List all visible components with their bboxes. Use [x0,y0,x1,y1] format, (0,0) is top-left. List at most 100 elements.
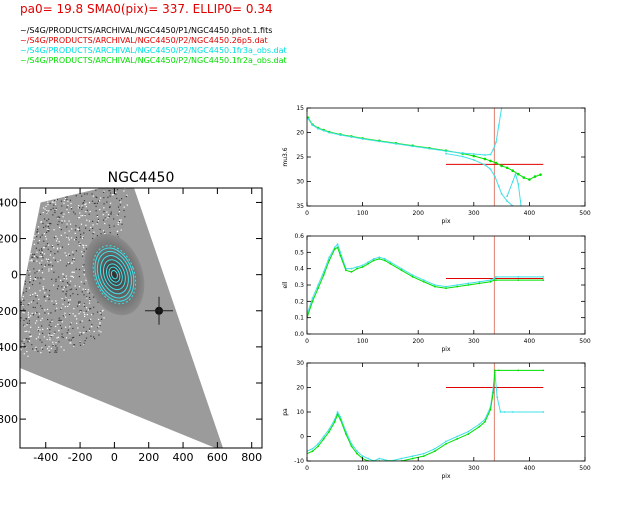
image-noise-pixel [62,280,64,283]
image-noise-pixel [78,286,81,288]
image-noise-pixel [14,356,15,357]
image-noise-pixel [120,229,122,231]
image-noise-pixel [77,217,80,219]
image-noise-pixel [53,247,55,249]
image-noise-pixel [82,253,84,256]
image-noise-pixel [28,338,30,340]
image-noise-pixel [67,204,69,207]
image-noise-pixel [100,313,102,316]
series-point-green [467,433,470,435]
image-noise-pixel [82,206,84,208]
image-noise-pixel [36,294,38,297]
image-noise-pixel [99,197,102,199]
image-noise-pixel [57,216,60,218]
image-noise-pixel [123,209,125,212]
image-noise-pixel [26,322,28,324]
image-noise-pixel [28,340,31,342]
series-point-cyan [356,266,358,268]
image-noise-pixel [22,311,24,313]
image-noise-pixel [45,300,47,302]
image-ytick-label: 400 [0,341,18,354]
image-noise-pixel [83,342,85,344]
series-point-green [311,450,314,453]
image-noise-pixel [79,331,81,333]
image-noise-pixel [93,336,95,338]
image-noise-pixel [117,221,119,224]
series-point-green [328,430,331,433]
image-noise-pixel [58,317,60,319]
series-point-cyan [461,152,464,154]
image-noise-pixel [42,257,44,259]
image-noise-pixel [80,215,82,217]
image-noise-pixel [36,260,38,262]
image-noise-pixel [47,313,50,315]
series-point-cyan [339,416,342,418]
image-noise-pixel [88,292,91,294]
image-noise-pixel [38,269,40,271]
isophote-ellipse [106,263,123,286]
panel-xtick-label: 300 [468,465,480,472]
image-noise-pixel [71,262,73,264]
image-noise-pixel [96,223,98,225]
image-noise-pixel [31,259,33,261]
image-noise-pixel [83,326,85,328]
series-point-cyan [495,275,497,278]
image-noise-pixel [58,216,61,218]
series-line-green [307,369,544,461]
image-frame [19,187,263,449]
image-noise-pixel [82,237,85,239]
series-point-cyan [494,175,496,178]
image-noise-pixel [93,202,95,205]
image-noise-pixel [43,246,45,249]
panel-ytick-label: 20 [296,130,304,137]
image-noise-pixel [41,325,43,327]
series-point-cyan [478,280,481,283]
image-noise-pixel [65,337,68,339]
image-noise-pixel [68,263,71,265]
image-noise-pixel [41,249,43,251]
image-noise-pixel [81,320,83,322]
isophote-ellipse [94,247,135,302]
image-noise-pixel [69,254,71,256]
series-point-cyan [467,430,470,433]
series-line-cyan [307,372,544,461]
image-noise-pixel [48,294,50,296]
image-noise-pixel [63,349,65,351]
image-noise-pixel [64,306,66,308]
image-noise-pixel [37,329,39,331]
image-noise-pixel [109,192,112,194]
series-point-cyan [517,275,520,278]
image-noise-pixel [27,304,29,306]
image-noise-pixel [34,235,36,237]
image-noise-pixel [88,296,91,299]
image-noise-pixel [109,206,111,208]
image-noise-pixel [67,329,69,331]
image-noise-pixel [102,219,105,221]
file-label-26p5: ~/S4G/PRODUCTS/ARCHIVAL/NGC4450/P2/NGC44… [20,36,268,45]
series-point-green [489,280,492,283]
image-noise-pixel [99,208,101,211]
image-noise-pixel [30,326,32,328]
image-noise-pixel [86,297,88,299]
image-noise-pixel [84,313,86,316]
image-noise-pixel [90,335,92,337]
image-noise-pixel [34,349,36,351]
image-noise-pixel [93,231,95,233]
image-noise-pixel [88,330,90,332]
image-noise-pixel [34,306,36,309]
image-noise-pixel [56,307,58,309]
image-noise-pixel [34,322,37,324]
image-noise-pixel [85,206,87,208]
image-noise-pixel [38,333,41,335]
image-noise-pixel [41,347,43,349]
image-noise-pixel [35,348,38,350]
image-noise-pixel [43,253,46,255]
image-noise-pixel [71,262,73,265]
image-noise-pixel [64,220,66,222]
image-noise-pixel [32,306,34,308]
series-point-green [493,279,496,281]
image-noise-pixel [22,344,24,346]
image-noise-pixel [82,247,85,249]
image-noise-pixel [78,303,81,305]
series-point-green [350,445,353,448]
